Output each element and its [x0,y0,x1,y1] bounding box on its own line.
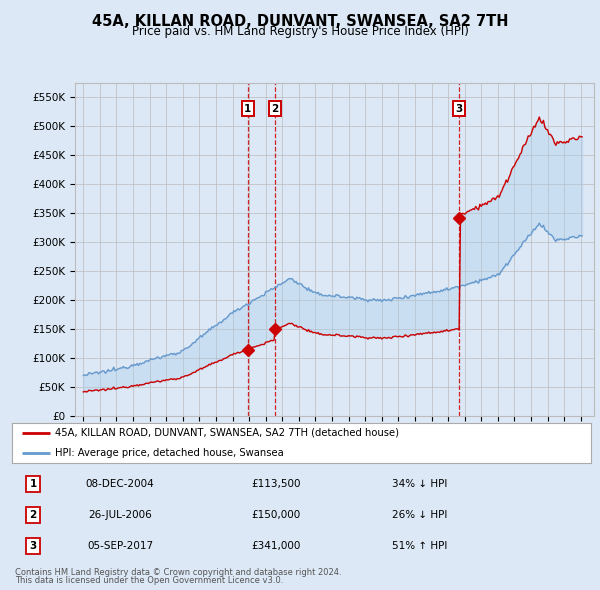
Text: £341,000: £341,000 [251,541,301,550]
Text: 26% ↓ HPI: 26% ↓ HPI [392,510,448,520]
Text: 1: 1 [29,480,37,489]
Text: 1: 1 [244,104,251,114]
Text: 26-JUL-2006: 26-JUL-2006 [88,510,152,520]
Text: HPI: Average price, detached house, Swansea: HPI: Average price, detached house, Swan… [55,448,284,458]
Text: 3: 3 [29,541,37,550]
Text: 34% ↓ HPI: 34% ↓ HPI [392,480,448,489]
Text: 45A, KILLAN ROAD, DUNVANT, SWANSEA, SA2 7TH: 45A, KILLAN ROAD, DUNVANT, SWANSEA, SA2 … [92,14,508,28]
Text: This data is licensed under the Open Government Licence v3.0.: This data is licensed under the Open Gov… [15,576,283,585]
Text: 51% ↑ HPI: 51% ↑ HPI [392,541,448,550]
Text: 2: 2 [271,104,278,114]
Text: Price paid vs. HM Land Registry's House Price Index (HPI): Price paid vs. HM Land Registry's House … [131,25,469,38]
Text: 2: 2 [29,510,37,520]
Text: 45A, KILLAN ROAD, DUNVANT, SWANSEA, SA2 7TH (detached house): 45A, KILLAN ROAD, DUNVANT, SWANSEA, SA2 … [55,428,400,438]
Text: £150,000: £150,000 [251,510,301,520]
Text: 05-SEP-2017: 05-SEP-2017 [87,541,153,550]
Text: 08-DEC-2004: 08-DEC-2004 [86,480,154,489]
Text: 3: 3 [455,104,463,114]
Text: £113,500: £113,500 [251,480,301,489]
Text: Contains HM Land Registry data © Crown copyright and database right 2024.: Contains HM Land Registry data © Crown c… [15,568,341,577]
